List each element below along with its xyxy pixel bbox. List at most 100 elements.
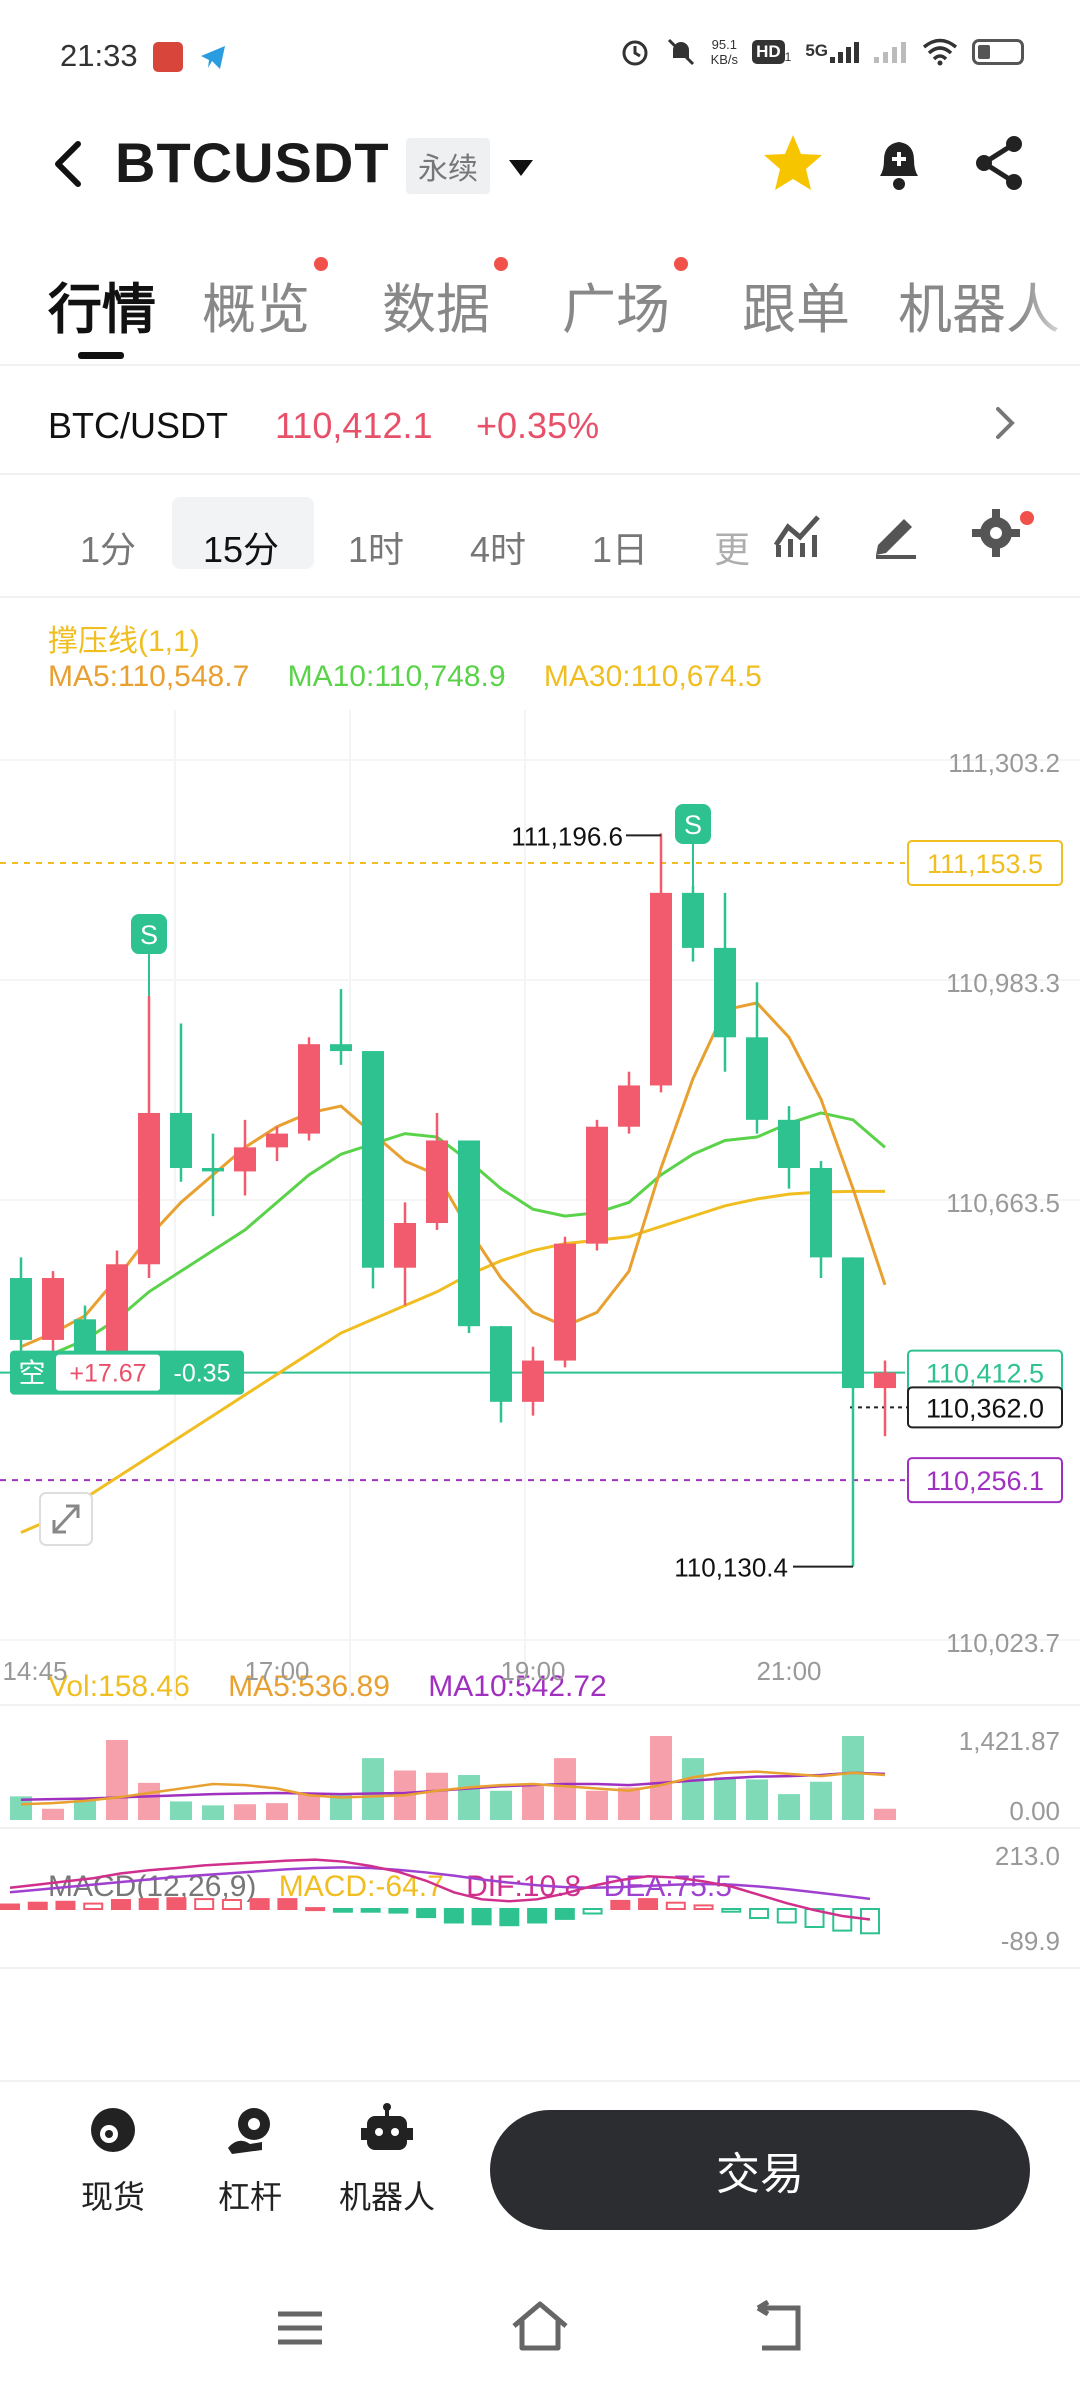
ma5-legend: MA5:110,548.7	[48, 660, 250, 693]
divider	[0, 473, 1080, 475]
interval-selector: 1分 15分 1时 4时 1日 更	[0, 475, 1080, 595]
indicator-icon[interactable]	[770, 505, 826, 561]
app-notification-icon	[153, 42, 183, 72]
position-pct: -0.35	[174, 1360, 231, 1388]
candle-body	[362, 1051, 384, 1268]
low-price-label: 110,130.4	[674, 1553, 788, 1583]
back-icon[interactable]	[48, 136, 88, 192]
time-axis-label: 17:00	[244, 1656, 309, 1686]
draw-icon[interactable]	[868, 505, 924, 561]
volume-bar	[554, 1758, 576, 1820]
tab-market[interactable]: 行情	[48, 280, 156, 340]
price-axis-label: 111,303.2	[948, 748, 1060, 778]
volume-bar	[618, 1787, 640, 1820]
system-nav-bar	[0, 2270, 1080, 2388]
star-icon[interactable]	[760, 130, 826, 196]
header: BTCUSDT 永续	[0, 110, 1080, 220]
margin-button[interactable]: 杠杆	[195, 2102, 305, 2218]
interval-more[interactable]: 更	[714, 529, 751, 570]
tab-square[interactable]: 广场	[562, 280, 670, 340]
macd-histogram-bar	[832, 1908, 853, 1932]
tabs-fade	[1020, 255, 1080, 365]
tab-copy-trading[interactable]: 跟单	[742, 280, 850, 340]
macd-histogram-bar	[443, 1908, 464, 1924]
net-speed-value: 95.1	[711, 37, 737, 52]
ma30-line	[20, 1189, 885, 1534]
ticker-row[interactable]: BTC/USDT 110,412.1 +0.35%	[0, 367, 1080, 473]
share-icon[interactable]	[966, 130, 1032, 196]
volume-bar	[650, 1736, 672, 1820]
ticker-pair: BTC/USDT	[48, 405, 228, 446]
volume-bar	[298, 1794, 320, 1820]
candle-body	[138, 1112, 160, 1265]
macd-histogram-bar	[471, 1908, 492, 1926]
macd-histogram-bar	[166, 1897, 187, 1910]
settings-icon[interactable]	[968, 505, 1024, 561]
kline-chart-area[interactable]: 撑压线(1,1) MA5:110,548.7 MA10:110,748.9 MA…	[0, 600, 1080, 2080]
candle-body	[426, 1140, 448, 1224]
volume-bar	[266, 1803, 288, 1820]
price-line-tag	[907, 839, 1063, 886]
volume-bar	[874, 1808, 896, 1820]
macd-histogram-bar	[249, 1898, 270, 1910]
macd-histogram-bar	[360, 1908, 381, 1913]
macd-histogram-bar	[0, 1903, 20, 1910]
interval-15m[interactable]: 15分	[203, 529, 280, 570]
macd-axis-min: -89.9	[1001, 1926, 1060, 1956]
contract-type-tag: 永续	[406, 138, 490, 194]
bell-icon[interactable]	[866, 130, 932, 196]
chevron-right-icon[interactable]	[990, 403, 1020, 443]
wifi-icon	[922, 38, 958, 66]
bottom-action-bar: 现货 杠杆 机器人 交易	[0, 2080, 1080, 2270]
battery-icon	[972, 39, 1024, 65]
tab-data[interactable]: 数据	[382, 280, 490, 340]
candle-body	[618, 1085, 640, 1127]
candle-body	[202, 1167, 224, 1172]
page-title[interactable]: BTCUSDT	[115, 131, 390, 194]
volume-bar	[746, 1779, 768, 1820]
spot-label: 现货	[80, 2179, 145, 2215]
volume-ma5-line	[20, 1770, 886, 1806]
macd-histogram-bar	[776, 1908, 797, 1924]
interval-4h[interactable]: 4时	[470, 529, 527, 570]
volume-bar	[522, 1786, 544, 1820]
signal-icon	[830, 42, 859, 63]
kline-chart[interactable]: 111,303.2 110,983.3 110,663.5 110,023.7 111,…	[0, 600, 1080, 2080]
dif-line	[9, 1858, 871, 1921]
volume-legend: Vol:158.46 MA5:536.89 MA10:542.72	[48, 1670, 607, 1704]
caret-down-icon[interactable]	[505, 156, 537, 180]
home-icon[interactable]	[508, 2296, 572, 2360]
ma-legend: MA5:110,548.7 MA10:110,748.9 MA30:110,67…	[48, 660, 762, 694]
trade-button[interactable]: 交易	[490, 2110, 1030, 2230]
volume-bar	[74, 1798, 96, 1820]
macd-histogram-bar	[27, 1901, 48, 1910]
interval-1m[interactable]: 1分	[80, 529, 137, 570]
indicator-legend: 撑压线(1,1)	[48, 616, 200, 660]
tab-overview[interactable]: 概览	[202, 280, 310, 340]
candle-body	[490, 1326, 512, 1402]
mute-icon	[667, 38, 694, 66]
volume-bar	[10, 1796, 32, 1820]
sell-signal-label: S	[684, 810, 702, 840]
interval-1h[interactable]: 1时	[348, 529, 405, 570]
volume-bar	[170, 1801, 192, 1820]
volume-bar	[234, 1804, 256, 1820]
robot-button[interactable]: 机器人	[332, 2102, 442, 2218]
interval-1d[interactable]: 1日	[592, 529, 649, 570]
candle-body	[298, 1044, 320, 1134]
menu-icon[interactable]	[268, 2296, 332, 2360]
macd-histogram-bar	[110, 1899, 131, 1910]
spot-button[interactable]: 现货	[58, 2102, 168, 2218]
macd-histogram-bar	[83, 1902, 104, 1910]
candle-body	[778, 1119, 800, 1168]
volume-bar	[458, 1774, 480, 1820]
macd-histogram-bar	[499, 1908, 520, 1927]
time-axis-label: 14:45	[2, 1656, 67, 1686]
volume-bar	[138, 1782, 160, 1820]
candle-body	[586, 1126, 608, 1244]
macd-histogram-bar	[332, 1908, 353, 1913]
data-badge-dot	[494, 257, 508, 271]
signal-5g: 5G	[805, 41, 860, 63]
candle-body	[10, 1278, 32, 1340]
back-nav-icon[interactable]	[748, 2296, 812, 2360]
